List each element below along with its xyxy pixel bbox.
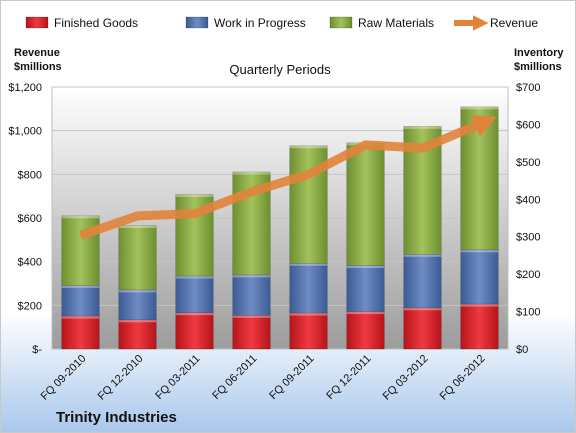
legend-label-revenue: Revenue xyxy=(490,16,538,30)
right-tick-label: $0 xyxy=(516,344,528,356)
bar-cap xyxy=(118,319,157,323)
bar-cap xyxy=(403,254,442,257)
company-name: Trinity Industries xyxy=(56,409,177,426)
legend-label-finished-goods: Finished Goods xyxy=(54,16,138,30)
bar-finished-goods xyxy=(118,319,157,350)
left-tick-label: $1,200 xyxy=(8,82,42,94)
bar-work-in-progress xyxy=(460,249,499,305)
right-tick-label: $200 xyxy=(516,269,540,281)
right-tick-label: $500 xyxy=(516,157,540,169)
left-axis-ticks: $- $200 $400 $600 $800 $1,000 $1,200 xyxy=(8,82,42,356)
bar-cap xyxy=(289,313,328,316)
bar-cap xyxy=(289,145,328,149)
bar-work-in-progress xyxy=(61,285,100,317)
bar-cap xyxy=(61,285,100,288)
bar-finished-goods xyxy=(403,307,442,350)
bar-finished-goods xyxy=(460,303,499,350)
left-axis-title-line1: Revenue xyxy=(14,47,60,59)
bar-cap xyxy=(403,307,442,311)
bar-finished-goods xyxy=(232,315,271,350)
legend-swatch-raw-materials xyxy=(329,16,353,29)
bar-work-in-progress xyxy=(403,254,442,309)
bar-cap xyxy=(460,249,499,253)
legend-swatch-finished-goods xyxy=(25,16,49,29)
chart-subtitle: Quarterly Periods xyxy=(229,62,331,77)
legend-label-raw-materials: Raw Materials xyxy=(358,16,434,30)
bar-cap xyxy=(175,194,214,197)
bar-cap xyxy=(460,106,499,110)
bar-raw-materials xyxy=(118,225,157,291)
right-axis-ticks: $0 $100 $200 $300 $400 $500 $600 $700 xyxy=(516,82,540,356)
left-tick-label: $400 xyxy=(18,257,42,269)
left-tick-label: $1,000 xyxy=(8,126,42,138)
right-tick-label: $100 xyxy=(516,307,540,319)
right-axis-title-line2: $millions xyxy=(514,61,562,73)
left-tick-label: $800 xyxy=(18,169,42,181)
right-tick-label: $300 xyxy=(516,232,540,244)
right-tick-label: $600 xyxy=(516,119,540,131)
bar-work-in-progress xyxy=(346,265,385,312)
bar-cap xyxy=(232,171,271,175)
bar-cap xyxy=(175,312,214,316)
right-tick-label: $700 xyxy=(516,82,540,94)
right-tick-label: $400 xyxy=(516,194,540,206)
bar-cap xyxy=(118,289,157,293)
bar-finished-goods xyxy=(61,315,100,350)
right-axis-title-line1: Inventory xyxy=(514,47,564,59)
bar-cap xyxy=(289,263,328,266)
legend: Finished Goods Work in Progress Raw Materi… xyxy=(25,15,538,31)
bar-work-in-progress xyxy=(289,262,328,314)
left-tick-label: $600 xyxy=(18,213,42,225)
bar-cap xyxy=(346,265,385,269)
bar-cap xyxy=(61,215,100,219)
bar-cap xyxy=(232,315,271,318)
bar-finished-goods xyxy=(175,312,214,350)
bar-cap xyxy=(403,126,442,129)
bar-cap xyxy=(460,304,499,307)
bar-cap xyxy=(346,311,385,315)
bar-work-in-progress xyxy=(118,289,157,321)
left-tick-label: $- xyxy=(32,344,42,356)
legend-swatch-work-in-progress xyxy=(185,16,209,29)
legend-label-work-in-progress: Work in Progress xyxy=(214,16,306,30)
bar-work-in-progress xyxy=(232,274,271,316)
bar-cap xyxy=(118,225,157,228)
left-axis-title-line2: $millions xyxy=(14,61,62,73)
bar-finished-goods xyxy=(346,311,385,350)
bar-raw-materials xyxy=(346,142,385,266)
bar-work-in-progress xyxy=(175,275,214,313)
bar-cap xyxy=(61,316,100,319)
left-tick-label: $200 xyxy=(18,300,42,312)
bar-cap xyxy=(232,274,271,278)
bar-finished-goods xyxy=(289,312,328,350)
bar-cap xyxy=(175,276,214,279)
revenue-line-layer xyxy=(79,115,497,240)
revenue-line xyxy=(79,115,497,240)
